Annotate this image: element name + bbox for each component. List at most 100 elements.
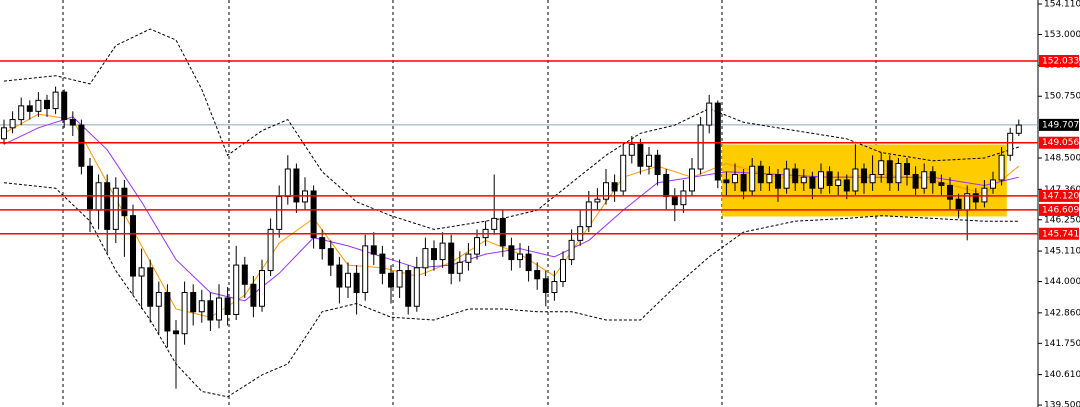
candle-body <box>800 176 807 184</box>
candle-body <box>998 154 1005 181</box>
level-label: 149.056 <box>1042 138 1079 148</box>
candle-body <box>852 168 859 192</box>
candle-body <box>525 253 532 272</box>
y-tick-label: 146.250 <box>1044 215 1080 225</box>
candle-body <box>327 248 334 266</box>
candle-body <box>233 264 240 315</box>
candle-body <box>714 102 721 181</box>
level-label: 146.609 <box>1042 205 1079 215</box>
candle-body <box>26 105 33 112</box>
candle-body <box>508 245 515 261</box>
candle-body <box>895 163 902 184</box>
bollinger-band <box>3 182 1019 398</box>
y-tick-label: 150.750 <box>1044 92 1080 102</box>
candle-body <box>422 248 429 269</box>
candle-body <box>1007 132 1014 156</box>
candle-body <box>990 179 996 189</box>
candle-body <box>18 105 25 121</box>
candle-body <box>620 154 627 192</box>
candle-body <box>319 237 326 250</box>
candle-body <box>749 165 756 192</box>
candle-body <box>448 242 455 274</box>
candle-body <box>336 264 343 288</box>
candle-body <box>697 124 704 170</box>
period-separators <box>62 0 877 407</box>
candle-body <box>534 270 541 280</box>
candle-body <box>740 173 747 192</box>
candle-body <box>224 297 231 315</box>
candle-body <box>835 179 842 186</box>
candle-body <box>396 270 403 288</box>
candle-body <box>465 253 472 263</box>
candle-body <box>1015 124 1022 134</box>
y-tick-label: 145.110 <box>1044 247 1080 257</box>
level-label-box <box>1039 189 1079 202</box>
level-label-box <box>1039 55 1079 68</box>
candle-body <box>147 267 154 307</box>
candle-body <box>663 173 670 197</box>
candle-body <box>878 160 885 175</box>
candle-body <box>689 168 695 192</box>
candle-body <box>904 163 910 175</box>
candle-body <box>104 182 111 230</box>
candle-body <box>61 91 68 121</box>
candle-body <box>671 195 678 206</box>
candle-body <box>955 198 962 211</box>
y-tick-label: 142.860 <box>1044 308 1080 318</box>
candle-body <box>568 239 575 261</box>
candle-body <box>783 168 790 189</box>
candle-body <box>112 187 119 230</box>
candle-body <box>164 292 171 332</box>
y-tick-label: 141.750 <box>1044 339 1080 349</box>
candle-body <box>938 182 945 186</box>
candle-body <box>250 283 257 307</box>
candle-body <box>207 300 214 321</box>
candle-body <box>603 182 609 200</box>
candle-body <box>757 165 764 184</box>
candle-body <box>276 195 283 230</box>
candle-body <box>345 272 351 288</box>
y-tick-label: 140.610 <box>1044 370 1080 380</box>
candle-body <box>654 154 661 175</box>
candle-body <box>628 143 635 156</box>
candle-body <box>35 99 42 112</box>
candle-body <box>259 270 265 307</box>
candle-body <box>155 292 162 307</box>
candle-body <box>310 190 317 239</box>
candle-body <box>413 267 420 307</box>
candle-body <box>929 171 936 184</box>
candle-body <box>44 99 50 110</box>
candle-body <box>723 179 730 184</box>
bollinger-band <box>3 28 1019 230</box>
candle-body <box>637 143 644 167</box>
candle-body <box>130 215 136 277</box>
candle-body <box>198 300 205 313</box>
candle-body <box>181 292 188 335</box>
candle-body <box>69 119 76 126</box>
candle-body <box>87 165 93 211</box>
candle-body <box>52 91 59 110</box>
candle-body <box>611 182 618 192</box>
candle-body <box>474 237 480 255</box>
candle-body <box>646 154 652 167</box>
candle-body <box>826 171 833 186</box>
candle-body <box>353 272 360 294</box>
candle-body <box>78 124 85 167</box>
candle-body <box>388 272 394 288</box>
y-tick-label: 154.110 <box>1044 0 1080 10</box>
candle-body <box>560 259 566 283</box>
last-price-box <box>1039 118 1079 131</box>
candle-body <box>216 297 222 321</box>
y-tick-label: 147.360 <box>1044 185 1080 195</box>
candle-body <box>267 228 274 272</box>
candle-body <box>293 168 300 203</box>
candle-body <box>241 264 248 285</box>
candle-body <box>439 242 446 261</box>
y-tick-label: 139.500 <box>1044 401 1080 407</box>
level-label: 145.741 <box>1042 229 1079 239</box>
candle-body <box>972 193 979 203</box>
last-price-label: 149.707 <box>1042 120 1079 130</box>
candle-body <box>732 173 738 184</box>
candle-body <box>431 248 437 261</box>
candle-body <box>886 160 893 184</box>
